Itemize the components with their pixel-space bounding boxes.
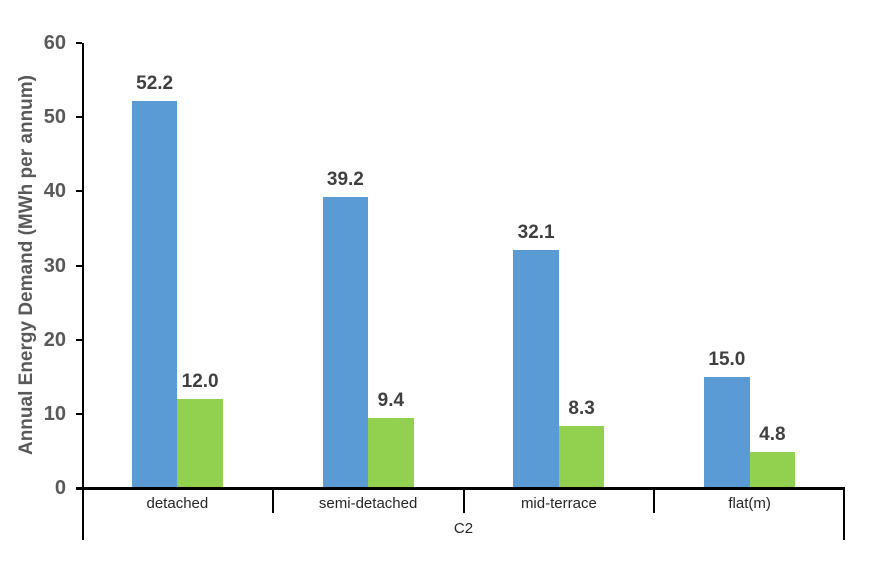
y-axis-tick: [76, 412, 82, 415]
category-label-mid-terrace: mid-terrace: [520, 495, 597, 512]
category-divider: [462, 488, 465, 513]
data-label-blue-flat(m): 15.0: [708, 348, 746, 370]
bar-green-mid-terrace: [558, 426, 605, 488]
y-tick-label: 30: [43, 254, 66, 277]
data-label-green-flat(m): 4.8: [759, 424, 786, 446]
data-label-green-semi-detached: 9.4: [377, 390, 405, 412]
y-axis-tick: [76, 264, 82, 267]
y-axis-tick: [76, 42, 82, 44]
x-axis-right-edge-line: [843, 488, 845, 540]
category-label-detached: detached: [146, 495, 209, 512]
y-tick-label: 20: [43, 328, 66, 351]
x-axis-line: [76, 487, 845, 490]
y-axis-tick: [76, 338, 82, 341]
bar-blue-mid-terrace: [513, 249, 559, 488]
y-axis-tick: [76, 190, 82, 193]
category-label-flat(m): flat(m): [728, 495, 771, 512]
y-tick-label: 50: [43, 106, 66, 129]
x-axis-group-label: C2: [453, 520, 474, 537]
data-label-green-detached: 12.0: [181, 371, 219, 392]
data-label-blue-detached: 52.2: [136, 72, 174, 94]
bar-blue-detached: [131, 100, 178, 488]
y-tick-label: 60: [43, 32, 66, 54]
y-tick-label: 40: [43, 180, 66, 203]
bar-green-detached: [177, 399, 223, 488]
y-tick-label: 0: [54, 477, 66, 499]
y-tick-label: 10: [43, 402, 66, 425]
bar-blue-semi-detached: [322, 197, 369, 488]
y-axis-tick: [76, 116, 82, 119]
category-divider: [271, 488, 274, 513]
y-axis-line: [82, 43, 84, 540]
data-label-green-mid-terrace: 8.3: [568, 398, 595, 420]
category-label-semi-detached: semi-detached: [318, 495, 418, 512]
data-label-blue-mid-terrace: 32.1: [517, 221, 555, 243]
bar-blue-flat(m): [704, 376, 750, 488]
bar-green-semi-detached: [368, 418, 414, 488]
category-divider: [653, 488, 656, 513]
bar-green-flat(m): [749, 452, 796, 488]
data-label-blue-semi-detached: 39.2: [326, 169, 364, 191]
